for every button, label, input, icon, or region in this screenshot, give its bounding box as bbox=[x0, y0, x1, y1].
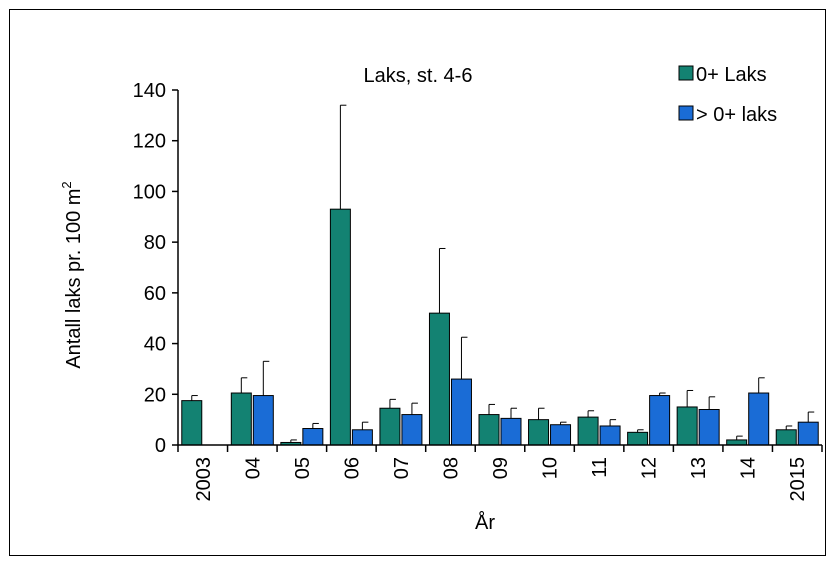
x-tick-label: 12 bbox=[639, 457, 661, 479]
bar-older-14 bbox=[748, 392, 770, 446]
y-axis-label-superscript: 2 bbox=[59, 181, 74, 188]
x-tick-label: 2015 bbox=[787, 457, 809, 502]
x-tick-label: 14 bbox=[738, 457, 760, 479]
legend: 0+ Laks > 0+ laks bbox=[678, 64, 777, 126]
x-tick-label: 09 bbox=[490, 457, 512, 479]
y-tick-label: 120 bbox=[133, 131, 166, 153]
x-tick-label: 08 bbox=[440, 457, 462, 479]
bar-older-06 bbox=[351, 429, 373, 446]
chart-frame bbox=[9, 9, 826, 556]
axes-layer bbox=[177, 90, 822, 446]
y-tick-label: 100 bbox=[133, 181, 166, 203]
bar-older-09 bbox=[500, 417, 522, 446]
bar-older-04 bbox=[252, 395, 274, 446]
y-tick-label: 60 bbox=[144, 283, 166, 305]
legend-label-0: 0+ Laks bbox=[696, 64, 767, 86]
bar-age0-13 bbox=[676, 406, 698, 446]
bars-layer bbox=[181, 104, 819, 446]
y-tick-label: 20 bbox=[144, 384, 166, 406]
bar-age0-2015 bbox=[775, 429, 797, 446]
legend-swatch-1 bbox=[678, 105, 694, 121]
x-tick-label: 05 bbox=[292, 457, 314, 479]
x-tick-label: 10 bbox=[540, 457, 562, 479]
x-tick-label: 06 bbox=[341, 457, 363, 479]
legend-swatch-0 bbox=[678, 65, 694, 81]
bar-age0-09 bbox=[478, 414, 500, 446]
x-tick-label: 2003 bbox=[193, 457, 215, 502]
bar-older-12 bbox=[649, 395, 671, 446]
bar-age0-2003 bbox=[181, 400, 203, 446]
x-tick-label: 04 bbox=[242, 457, 264, 479]
y-axis-label: Antall laks pr. 100 m2 bbox=[59, 181, 85, 368]
x-tick-label: 13 bbox=[688, 457, 710, 479]
y-tick-label: 0 bbox=[155, 435, 166, 457]
bar-older-11 bbox=[599, 425, 621, 446]
y-tick-label: 140 bbox=[133, 80, 166, 102]
bar-older-05 bbox=[302, 428, 324, 446]
bar-age0-08 bbox=[428, 312, 450, 446]
x-tick-label: 07 bbox=[391, 457, 413, 479]
bar-older-2015 bbox=[797, 421, 819, 446]
y-tick-label: 80 bbox=[144, 232, 166, 254]
y-ticks: 0 20 40 60 80 100 120 140 bbox=[133, 80, 178, 457]
y-axis-label-text: Antall laks pr. 100 m bbox=[63, 189, 85, 369]
bar-age0-04 bbox=[230, 392, 252, 446]
bar-age0-10 bbox=[528, 419, 550, 446]
bar-older-10 bbox=[550, 424, 572, 446]
x-tick-label: 11 bbox=[589, 457, 611, 478]
bar-older-13 bbox=[698, 409, 720, 446]
legend-label-1: > 0+ laks bbox=[696, 104, 777, 126]
bar-age0-07 bbox=[379, 407, 401, 446]
bar-older-08 bbox=[450, 378, 472, 446]
y-tick-label: 40 bbox=[144, 334, 166, 356]
bar-age0-11 bbox=[577, 416, 599, 446]
bar-older-07 bbox=[401, 414, 423, 446]
bar-age0-12 bbox=[627, 431, 649, 446]
x-ticks: 2003 04 05 06 07 08 09 10 11 12 13 14 2015 bbox=[177, 445, 823, 502]
x-axis-label: År bbox=[475, 511, 495, 534]
bar-age0-14 bbox=[726, 439, 748, 446]
chart-title: Laks, st. 4-6 bbox=[364, 65, 473, 87]
bar-age0-06 bbox=[329, 208, 351, 446]
